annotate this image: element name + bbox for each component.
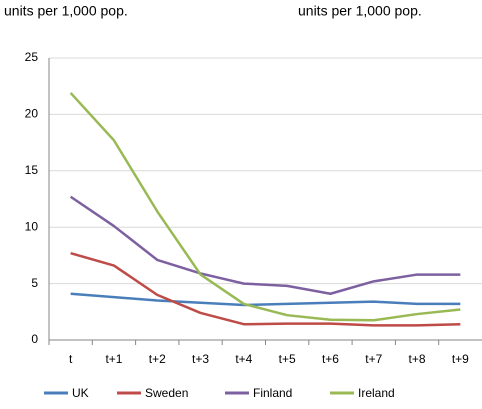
annotation: units per 1,000 pop. bbox=[4, 3, 128, 19]
legend-label: UK bbox=[72, 386, 89, 400]
x-tick-label: t+9 bbox=[452, 352, 469, 366]
x-tick-label: t+5 bbox=[279, 352, 296, 366]
y-tick-label: 20 bbox=[25, 107, 39, 121]
legend-label: Finland bbox=[253, 386, 292, 400]
x-tick-label: t+6 bbox=[322, 352, 339, 366]
y-tick-label: 10 bbox=[25, 219, 39, 233]
legend-label: Sweden bbox=[145, 386, 188, 400]
x-tick-label: t+7 bbox=[365, 352, 382, 366]
y-tick-label: 15 bbox=[25, 163, 39, 177]
x-tick-label: t+2 bbox=[149, 352, 166, 366]
annotation: units per 1,000 pop. bbox=[298, 3, 422, 19]
x-tick-label: t+4 bbox=[235, 352, 252, 366]
series-line bbox=[69, 195, 461, 296]
y-tick-label: 5 bbox=[31, 276, 38, 290]
series-line bbox=[70, 251, 461, 327]
series-line bbox=[70, 292, 461, 307]
x-tick-label: t+3 bbox=[192, 352, 209, 366]
x-tick-label: t+8 bbox=[409, 352, 426, 366]
legend-label: Ireland bbox=[358, 386, 395, 400]
y-tick-label: 25 bbox=[25, 50, 39, 64]
x-tick-label: t bbox=[69, 352, 73, 366]
x-tick-label: t+1 bbox=[105, 352, 122, 366]
series-line bbox=[69, 92, 461, 322]
y-tick-label: 0 bbox=[31, 332, 38, 346]
